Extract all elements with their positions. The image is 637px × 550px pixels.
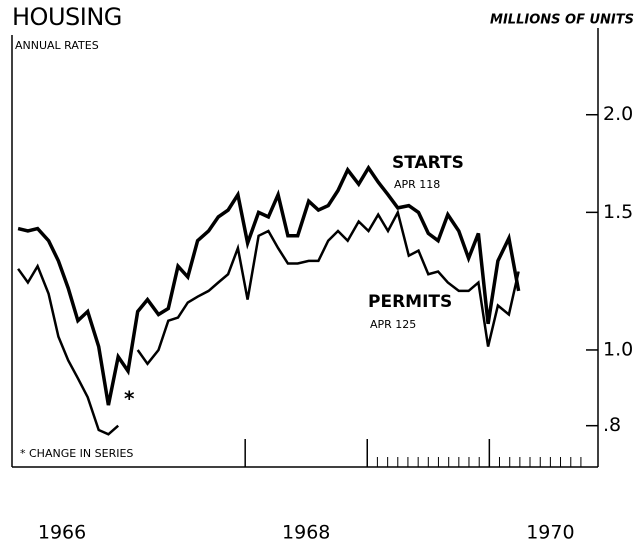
- annotation-sub: APR 125: [370, 318, 416, 331]
- x-tick-label: 1968: [282, 522, 330, 544]
- chart-subtitle: ANNUAL RATES: [15, 39, 99, 52]
- y-axis-label: MILLIONS OF UNITS: [490, 13, 634, 28]
- y-tick-label: 1.5: [603, 201, 633, 223]
- series-line: [17, 208, 520, 436]
- x-tick-label: 1966: [38, 522, 86, 544]
- y-tick-label: 2.0: [603, 103, 633, 125]
- y-tick-label: .8: [603, 414, 621, 436]
- annotation: PERMITS: [368, 292, 452, 312]
- series-line: [17, 164, 521, 406]
- annotation: *: [124, 387, 135, 411]
- footnote: * CHANGE IN SERIES: [20, 447, 133, 460]
- x-tick-label: 1970: [526, 522, 574, 544]
- annotation-sub: APR 118: [394, 178, 440, 191]
- annotation: STARTS: [392, 153, 464, 173]
- y-tick-label: 1.0: [603, 338, 633, 360]
- chart-title: HOUSING: [12, 3, 122, 31]
